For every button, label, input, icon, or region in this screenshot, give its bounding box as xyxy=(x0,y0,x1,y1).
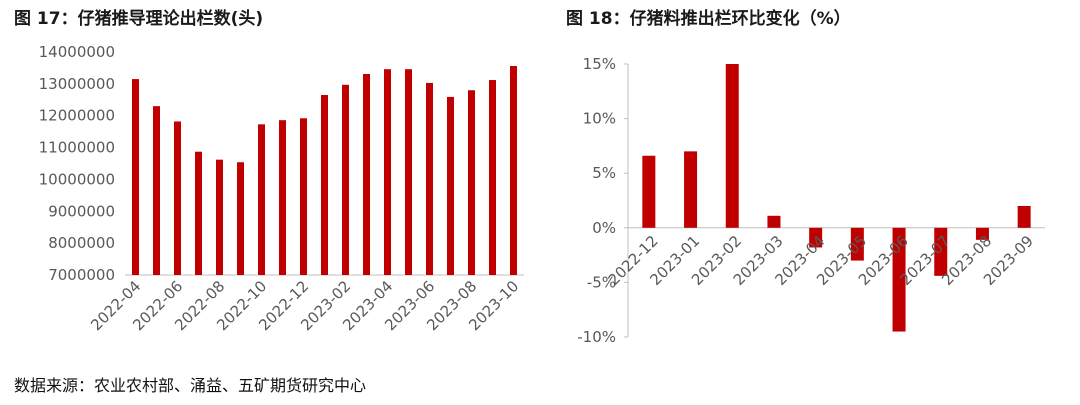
bar xyxy=(153,106,160,276)
bar xyxy=(975,227,989,240)
y-tick-label: -5% xyxy=(587,273,616,291)
bar xyxy=(405,69,412,276)
y-tick-label: 14000000 xyxy=(39,43,115,61)
bar xyxy=(384,69,391,276)
bar xyxy=(892,227,906,332)
bar xyxy=(195,151,202,275)
y-tick-label: 15% xyxy=(583,55,616,73)
bar xyxy=(725,64,739,228)
bar xyxy=(258,124,265,276)
bar xyxy=(767,215,781,228)
bar xyxy=(174,121,181,275)
left-bar-chart: 7000000 8000000 9000000 10000000 11000000 120… xyxy=(39,43,524,334)
bar xyxy=(342,84,349,275)
bar xyxy=(279,120,286,275)
bar xyxy=(426,82,433,275)
y-tick-label: 0% xyxy=(592,219,616,237)
bar xyxy=(809,227,823,248)
bar xyxy=(132,79,139,275)
bar xyxy=(489,80,496,275)
right-chart-title: 图 18：仔猪料推出栏环比变化（%） xyxy=(566,9,851,29)
bar xyxy=(300,118,307,276)
bar xyxy=(363,73,370,275)
bar xyxy=(934,227,948,276)
bar xyxy=(850,227,864,261)
bar xyxy=(321,95,328,275)
bar xyxy=(642,155,656,228)
bar xyxy=(1017,205,1031,228)
left-chart-title: 图 17：仔猪推导理论出栏数(头) xyxy=(14,9,264,29)
right-bar-chart: -10%-5%0%5%10%15%2022-122023-012023-0220… xyxy=(577,55,1045,346)
y-tick-label: 10% xyxy=(583,110,616,128)
y-tick-label: 5% xyxy=(592,164,616,182)
y-tick-label: -10% xyxy=(577,328,616,346)
y-tick-label: 13000000 xyxy=(39,75,115,93)
bar xyxy=(237,162,244,275)
bar xyxy=(468,90,475,275)
y-tick-label: 8000000 xyxy=(48,234,115,252)
bar xyxy=(216,159,223,275)
y-tick-label: 10000000 xyxy=(39,170,115,188)
data-source-note: 数据来源：农业农村部、涌益、五矿期货研究中心 xyxy=(14,376,367,395)
y-tick-label: 7000000 xyxy=(48,266,115,284)
y-tick-label: 9000000 xyxy=(48,202,115,220)
bar xyxy=(510,66,517,275)
y-tick-label: 12000000 xyxy=(39,107,115,125)
bar xyxy=(684,151,698,228)
y-tick-label: 11000000 xyxy=(39,139,115,157)
bar xyxy=(447,96,454,275)
